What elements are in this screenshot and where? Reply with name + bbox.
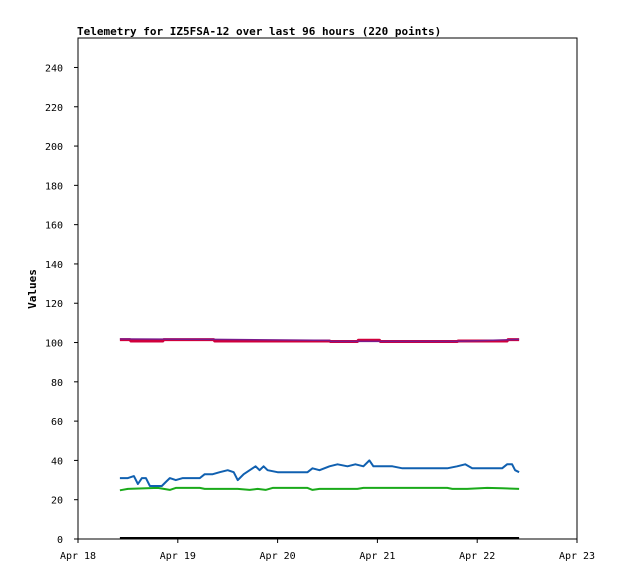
- y-tick-label: 220: [45, 103, 63, 114]
- y-tick-label: 120: [45, 299, 63, 310]
- y-axis-label: Values: [26, 269, 39, 309]
- y-tick-label: 60: [51, 417, 63, 428]
- y-tick-label: 80: [51, 378, 63, 389]
- x-tick-label: Apr 21: [359, 551, 395, 562]
- plot-frame: [77, 37, 578, 540]
- y-tick-label: 20: [51, 496, 63, 507]
- y-tick-label: 180: [45, 181, 63, 192]
- series-line-4: [119, 486, 520, 492]
- y-tick-label: 0: [57, 535, 63, 546]
- y-tick-label: 200: [45, 142, 63, 153]
- series-line-3: [119, 459, 520, 487]
- chart-title: Telemetry for IZ5FSA-12 over last 96 hou…: [77, 25, 441, 38]
- y-tick-label: 160: [45, 221, 63, 232]
- series-line-2: [119, 338, 520, 343]
- x-axis: Apr 18 Apr 19 Apr 20 Apr 21 Apr 22 Apr 23: [60, 539, 595, 562]
- y-tick-label: 100: [45, 339, 63, 350]
- x-tick-label: Apr 19: [160, 551, 196, 562]
- x-tick-label: Apr 22: [459, 551, 495, 562]
- x-tick-label: Apr 18: [60, 551, 96, 562]
- x-tick-label: Apr 23: [559, 551, 595, 562]
- y-tick-label: 240: [45, 63, 63, 74]
- y-tick-label: 140: [45, 260, 63, 271]
- y-tick-label: 40: [51, 456, 63, 467]
- series-layer: [119, 338, 520, 539]
- x-tick-label: Apr 20: [260, 551, 296, 562]
- y-axis: 0 20 40 60 80 100 120 140 160 180 200 220 240: [45, 63, 78, 546]
